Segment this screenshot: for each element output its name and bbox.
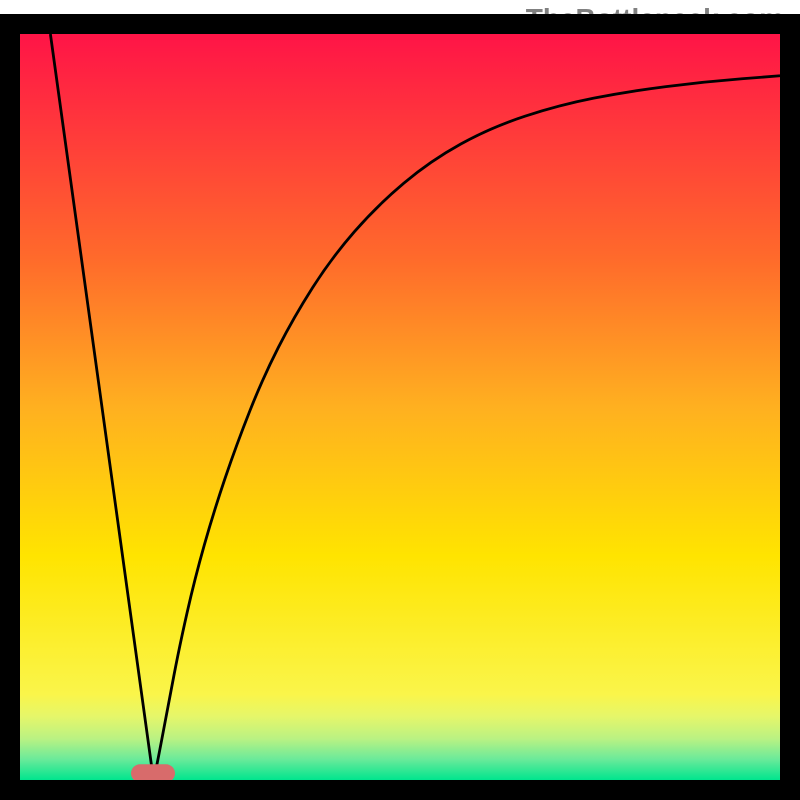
figure-root: TheBottleneck.com	[0, 0, 800, 800]
border-svg	[0, 0, 800, 800]
plot-border	[10, 24, 790, 790]
